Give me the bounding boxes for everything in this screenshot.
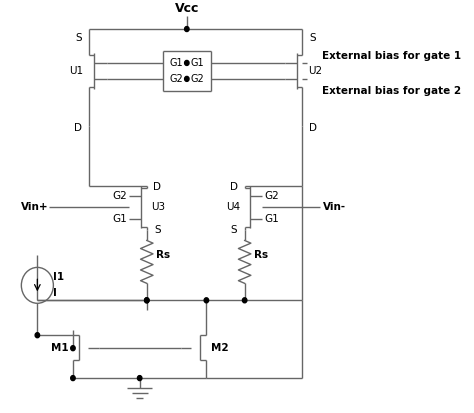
Text: U3: U3 — [151, 202, 165, 211]
Circle shape — [145, 298, 149, 303]
Text: Vin-: Vin- — [323, 202, 346, 211]
Text: M2: M2 — [211, 343, 228, 353]
Circle shape — [184, 76, 189, 81]
Text: U4: U4 — [226, 202, 240, 211]
Circle shape — [71, 346, 75, 351]
Circle shape — [137, 375, 142, 381]
Text: S: S — [310, 33, 317, 43]
Circle shape — [71, 375, 75, 381]
Text: S: S — [231, 225, 237, 235]
Text: U2: U2 — [308, 66, 322, 76]
Text: External bias for gate 2: External bias for gate 2 — [322, 86, 461, 96]
Text: G1: G1 — [169, 58, 183, 68]
Text: G1: G1 — [264, 214, 279, 223]
Text: Rs: Rs — [156, 250, 170, 261]
Text: G2: G2 — [113, 190, 128, 201]
Text: U1: U1 — [70, 66, 83, 76]
Text: G1: G1 — [191, 58, 204, 68]
Circle shape — [184, 26, 189, 31]
Circle shape — [242, 298, 247, 303]
Text: D: D — [154, 182, 162, 192]
Text: M1: M1 — [51, 343, 68, 353]
Text: D: D — [74, 123, 82, 133]
Text: Vin+: Vin+ — [21, 202, 48, 211]
Circle shape — [35, 333, 40, 338]
Circle shape — [204, 298, 209, 303]
Text: G1: G1 — [113, 214, 128, 223]
Text: G2: G2 — [191, 74, 204, 84]
Text: I: I — [53, 288, 57, 298]
Text: D: D — [309, 123, 317, 133]
Text: G2: G2 — [264, 190, 279, 201]
Text: D: D — [230, 182, 238, 192]
Circle shape — [184, 60, 189, 65]
Text: Vcc: Vcc — [174, 2, 199, 14]
Text: External bias for gate 1: External bias for gate 1 — [322, 51, 461, 61]
Circle shape — [145, 298, 149, 303]
Text: Rs: Rs — [254, 250, 268, 261]
Text: S: S — [75, 33, 82, 43]
Text: S: S — [154, 225, 161, 235]
Text: G2: G2 — [169, 74, 183, 84]
Text: I1: I1 — [53, 272, 64, 282]
